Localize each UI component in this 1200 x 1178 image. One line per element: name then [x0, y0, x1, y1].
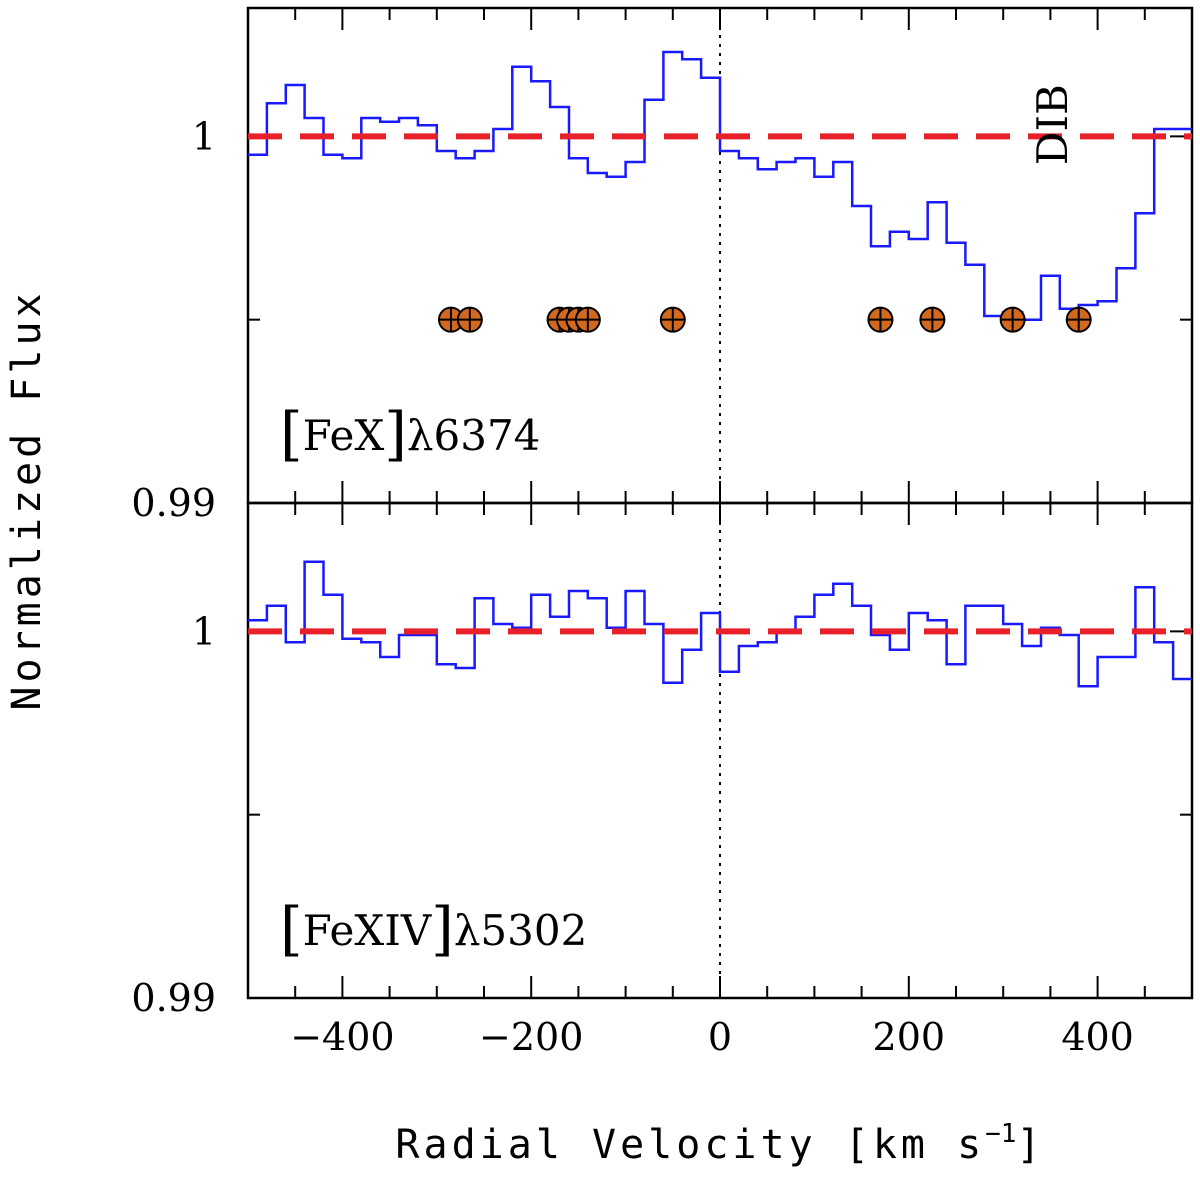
y-tick-label: 0.99	[131, 481, 216, 525]
y-axis-label: Normalized Flux	[4, 289, 50, 710]
panel-label-fex: [FeX]λ6374	[280, 400, 540, 468]
wavelength: λ6374	[407, 411, 541, 460]
bracket-open: [	[280, 400, 303, 468]
ion-name: FeXIV	[303, 906, 432, 955]
velocity-marker	[1065, 306, 1092, 333]
y-tick-label: 0.99	[131, 976, 216, 1020]
y-tick-label: 1	[192, 114, 216, 158]
velocity-marker	[574, 306, 601, 333]
panel-fex: 0.99 1	[131, 6, 1194, 525]
velocity-marker	[999, 306, 1026, 333]
x-tick-label: 0	[708, 1015, 732, 1059]
ion-name: FeX	[303, 411, 385, 460]
bracket-open: [	[280, 895, 303, 963]
x-tick-label: 200	[873, 1015, 946, 1059]
panel-label-fexiv: [FeXIV]λ5302	[280, 895, 587, 963]
dib-annotation: DIB	[1028, 84, 1077, 165]
velocity-marker	[659, 306, 686, 333]
wavelength: λ5302	[454, 906, 588, 955]
x-axis-label-close: ]	[1016, 1122, 1044, 1168]
x-tick-label: −200	[479, 1015, 583, 1059]
spectrum-line	[248, 560, 1192, 688]
velocity-marker	[456, 306, 483, 333]
x-axis-label: Radial Velocity [km s−1]	[395, 1119, 1044, 1168]
velocity-marker	[867, 306, 894, 333]
y-tick-label: 1	[192, 609, 216, 653]
x-axis-label-superscript: −1	[985, 1119, 1016, 1149]
x-tick-label: 400	[1061, 1015, 1134, 1059]
velocity-marker	[919, 306, 946, 333]
bracket-close: ]	[384, 400, 407, 468]
panel-fexiv: 0.99 1 −400 −200 0 200 400	[131, 501, 1194, 1059]
bracket-close: ]	[431, 895, 454, 963]
x-tick-label: −400	[290, 1015, 394, 1059]
x-axis-label-text: Radial Velocity [km s	[395, 1122, 985, 1168]
